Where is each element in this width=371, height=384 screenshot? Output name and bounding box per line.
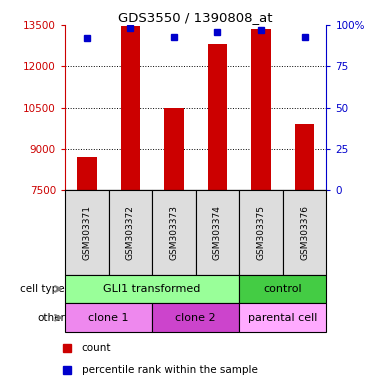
Bar	[121, 26, 140, 190]
Bar	[108, 190, 152, 275]
Bar	[164, 108, 184, 190]
Text: GLI1 transformed: GLI1 transformed	[104, 284, 201, 294]
Text: count: count	[82, 343, 111, 353]
Bar	[77, 157, 96, 190]
Bar	[65, 303, 152, 332]
Text: GSM303374: GSM303374	[213, 205, 222, 260]
Bar	[239, 303, 326, 332]
Text: cell type: cell type	[20, 284, 65, 294]
Text: GSM303372: GSM303372	[126, 205, 135, 260]
Text: percentile rank within the sample: percentile rank within the sample	[82, 365, 257, 375]
Bar	[152, 303, 239, 332]
Title: GDS3550 / 1390808_at: GDS3550 / 1390808_at	[118, 11, 273, 24]
Bar	[239, 190, 283, 275]
Text: GSM303371: GSM303371	[82, 205, 91, 260]
Text: clone 1: clone 1	[88, 313, 129, 323]
Bar	[295, 124, 315, 190]
Bar	[208, 44, 227, 190]
Bar	[283, 190, 326, 275]
Bar	[152, 190, 196, 275]
Text: control: control	[263, 284, 302, 294]
Bar	[196, 190, 239, 275]
Text: clone 2: clone 2	[175, 313, 216, 323]
Bar	[65, 190, 109, 275]
Text: parental cell: parental cell	[248, 313, 318, 323]
Bar	[65, 275, 239, 303]
Bar	[251, 29, 271, 190]
Text: GSM303376: GSM303376	[300, 205, 309, 260]
Text: GSM303373: GSM303373	[170, 205, 178, 260]
Text: other: other	[37, 313, 65, 323]
Bar	[239, 275, 326, 303]
Text: GSM303375: GSM303375	[257, 205, 266, 260]
